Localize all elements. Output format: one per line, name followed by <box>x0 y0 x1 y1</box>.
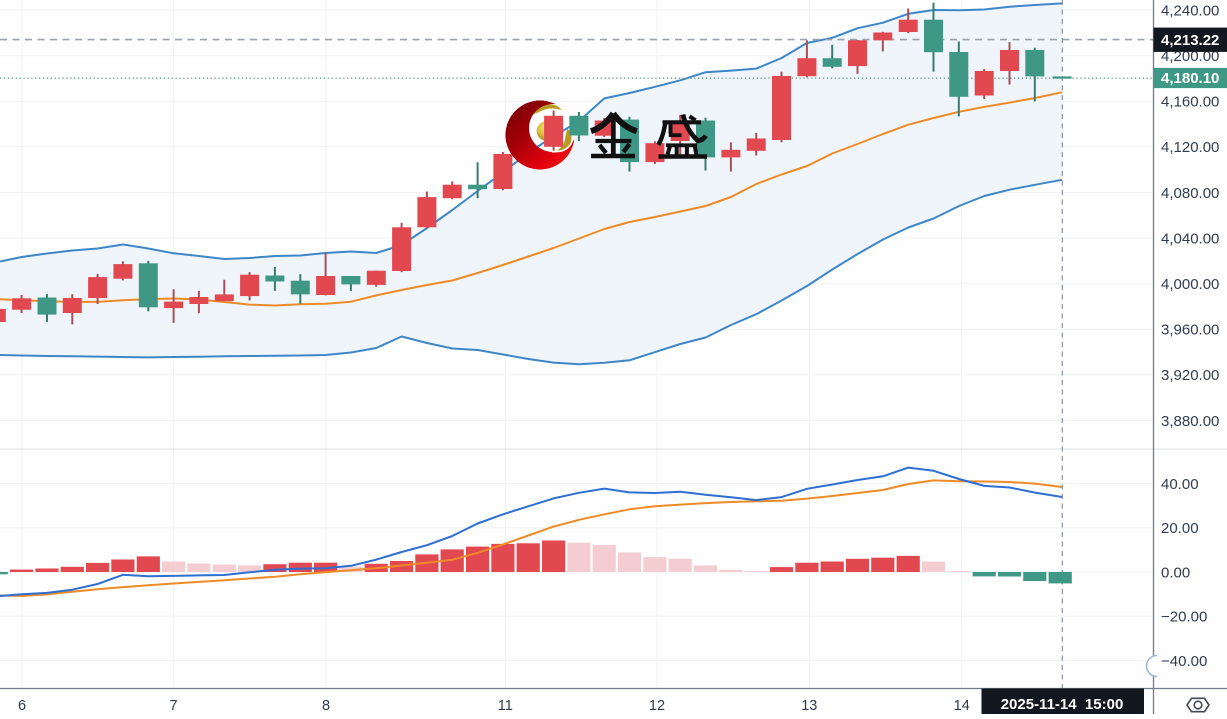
svg-text:4,213.22: 4,213.22 <box>1161 32 1219 49</box>
svg-text:3,960.00: 3,960.00 <box>1161 322 1219 339</box>
svg-text:40.00: 40.00 <box>1161 476 1199 493</box>
svg-text:20.00: 20.00 <box>1161 520 1199 537</box>
svg-text:13: 13 <box>801 698 817 714</box>
svg-text:4,000.00: 4,000.00 <box>1161 276 1219 293</box>
svg-text:8: 8 <box>322 698 330 714</box>
svg-text:11: 11 <box>498 698 513 714</box>
svg-text:14: 14 <box>954 698 970 714</box>
svg-text:12: 12 <box>649 698 665 714</box>
svg-text:3,880.00: 3,880.00 <box>1161 413 1219 430</box>
svg-text:4,160.00: 4,160.00 <box>1161 94 1219 111</box>
svg-text:−20.00: −20.00 <box>1161 609 1207 626</box>
svg-text:7: 7 <box>170 698 178 714</box>
svg-text:4,120.00: 4,120.00 <box>1161 139 1219 156</box>
svg-text:4,180.10: 4,180.10 <box>1161 70 1219 87</box>
svg-text:−40.00: −40.00 <box>1161 653 1207 670</box>
svg-text:3,920.00: 3,920.00 <box>1161 367 1219 384</box>
svg-text:2025-11-14 15:00: 2025-11-14 15:00 <box>1001 696 1124 713</box>
svg-text:4,080.00: 4,080.00 <box>1161 185 1219 202</box>
svg-text:0.00: 0.00 <box>1161 564 1190 581</box>
svg-text:4,040.00: 4,040.00 <box>1161 230 1219 247</box>
svg-text:4,240.00: 4,240.00 <box>1161 2 1219 19</box>
svg-text:6: 6 <box>18 698 26 714</box>
